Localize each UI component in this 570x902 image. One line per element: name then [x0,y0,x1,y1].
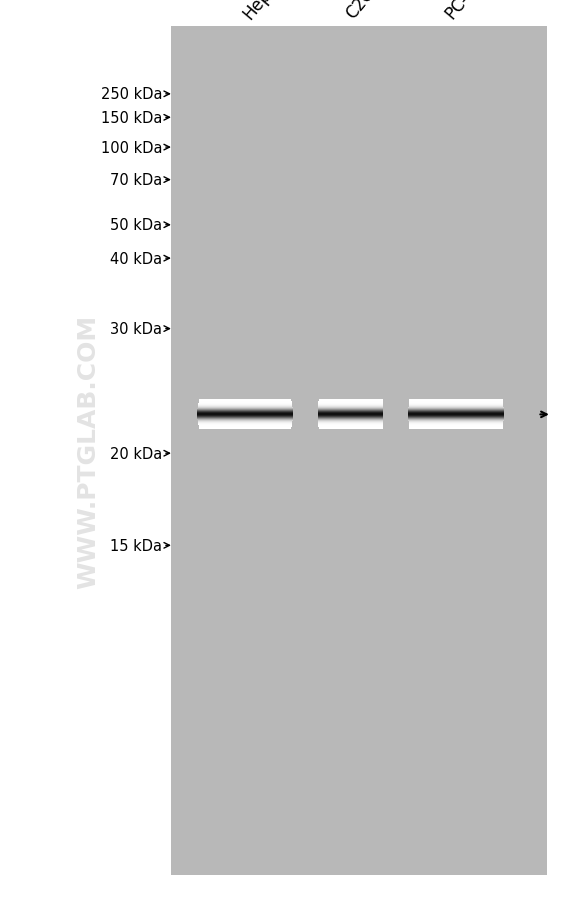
Bar [171,27,547,875]
Text: PC-12: PC-12 [442,0,487,23]
Text: 50 kDa: 50 kDa [111,218,162,233]
Text: 20 kDa: 20 kDa [110,446,162,461]
Text: 250 kDa: 250 kDa [101,87,162,102]
Text: HepG2: HepG2 [239,0,290,23]
Text: C2C12: C2C12 [342,0,391,23]
Text: 150 kDa: 150 kDa [101,111,162,125]
Text: 30 kDa: 30 kDa [111,322,162,336]
Text: 40 kDa: 40 kDa [111,252,162,266]
Text: 15 kDa: 15 kDa [111,538,162,553]
Text: 100 kDa: 100 kDa [101,141,162,155]
Text: WWW.PTGLAB.COM: WWW.PTGLAB.COM [76,314,100,588]
Text: 70 kDa: 70 kDa [110,173,162,188]
